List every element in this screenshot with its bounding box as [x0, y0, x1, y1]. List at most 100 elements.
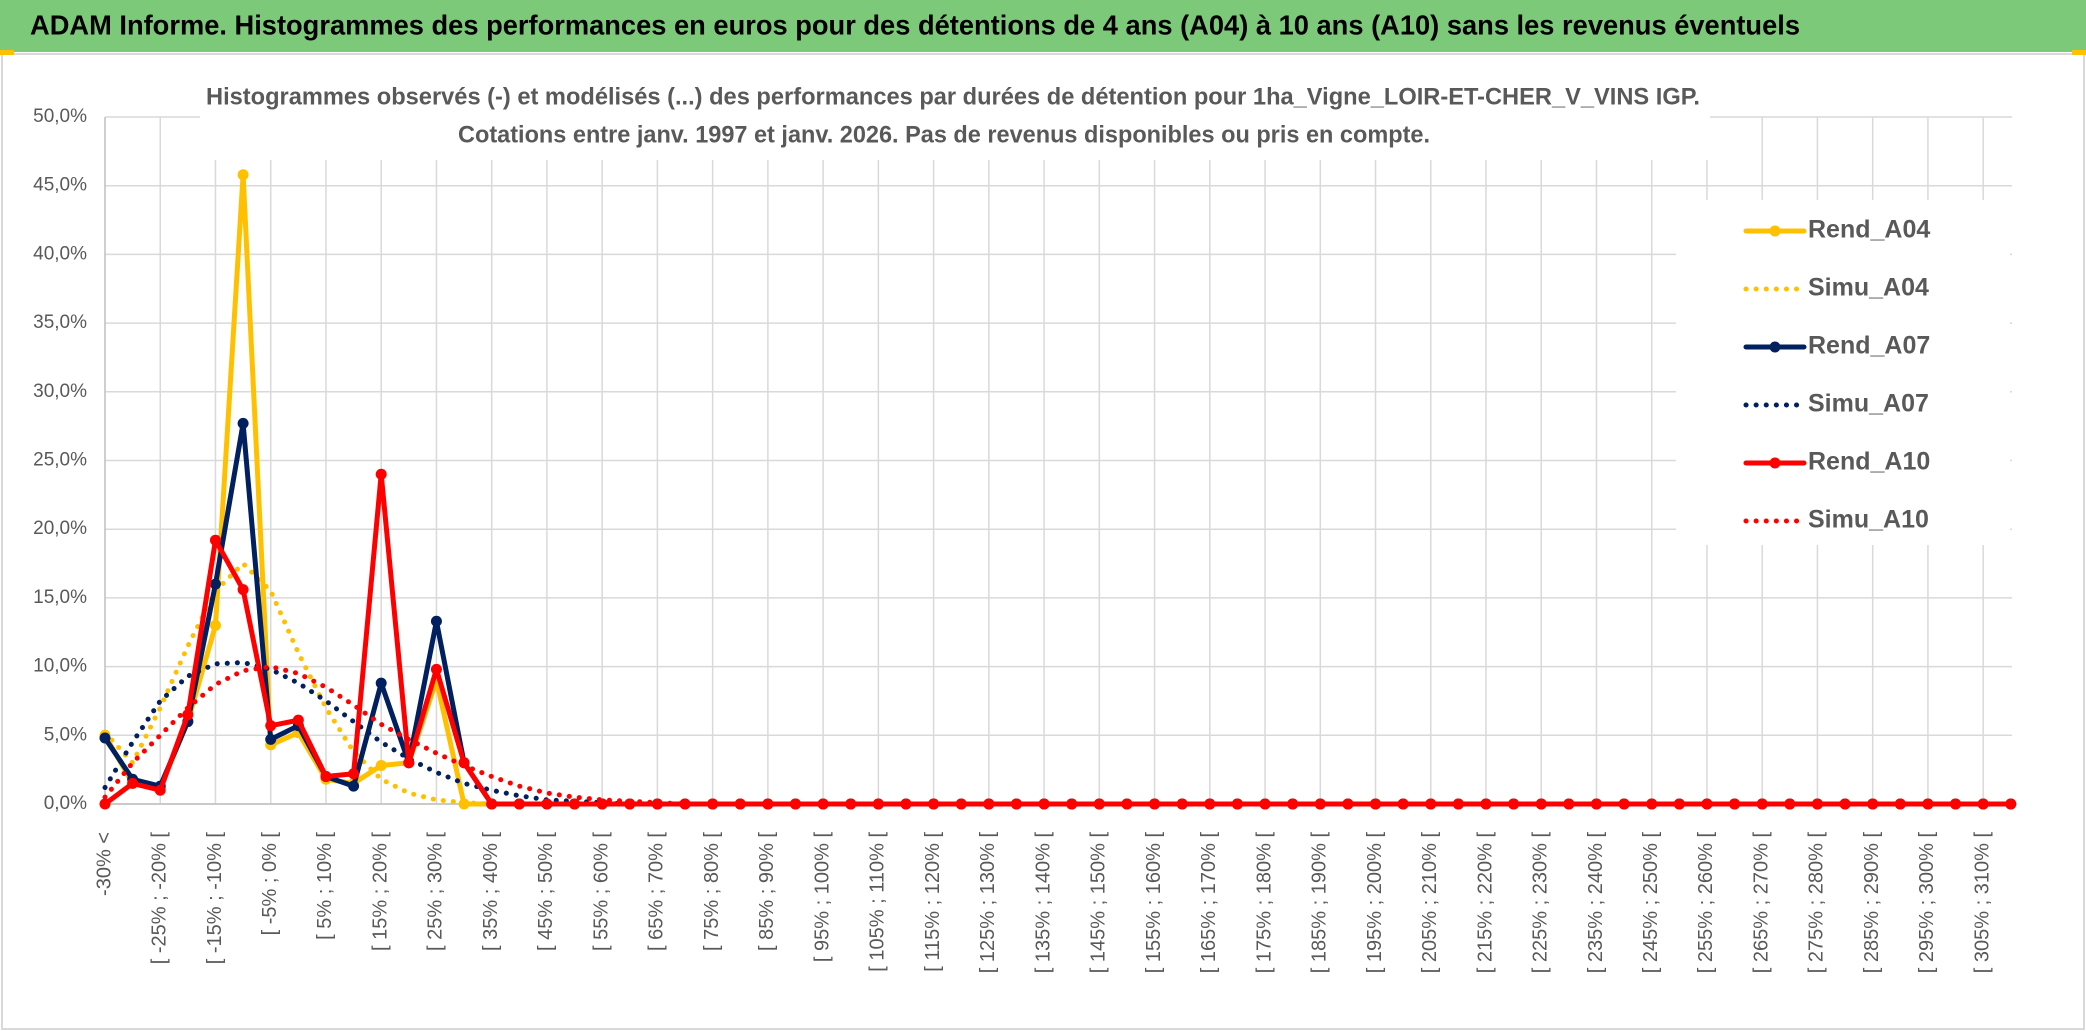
title-box	[200, 78, 1710, 160]
marker	[872, 798, 884, 810]
legend-label: Simu_A10	[1808, 506, 1929, 534]
x-tick-label: [ -15% ; -10% [	[204, 832, 226, 965]
x-tick-label: [ -25% ; -20% [	[149, 832, 171, 965]
y-tick-label: 50,0%	[33, 106, 87, 127]
y-tick-label: 35,0%	[33, 312, 87, 333]
x-tick-label: [ 235% ; 240% [	[1585, 832, 1607, 974]
legend-label: Rend_A10	[1808, 448, 1930, 476]
x-tick-label: [ 85% ; 90% [	[756, 832, 778, 951]
marker	[348, 768, 360, 780]
marker	[1314, 798, 1326, 810]
marker	[375, 468, 387, 480]
marker	[541, 798, 553, 810]
x-tick-label: [ 115% ; 120% [	[922, 832, 944, 972]
x-tick-label: [ 305% ; 310% [	[1971, 832, 1993, 974]
x-tick-label: [ 195% ; 200% [	[1364, 832, 1386, 974]
x-tick-label: -30% <	[93, 832, 115, 896]
marker	[320, 771, 332, 783]
marker	[2005, 798, 2017, 810]
x-tick-label: [ 55% ; 60% [	[590, 832, 612, 951]
y-tick-label: 15,0%	[33, 587, 87, 608]
chart-title: Histogrammes observés (-) et modélisés (…	[206, 83, 1700, 110]
marker	[265, 720, 277, 732]
marker	[154, 784, 166, 796]
legend-label: Rend_A04	[1808, 216, 1930, 244]
title-bar	[0, 0, 2086, 52]
plot: 0,0% 5,0% 10,0% 15,0% 20,0% 25,0% 30,0% 35,0% 40…	[33, 106, 2017, 974]
y-tick-label: 20,0%	[33, 518, 87, 539]
x-tick-label: [ 225% ; 230% [	[1530, 832, 1552, 974]
x-tick-label: [ 245% ; 250% [	[1640, 832, 1662, 974]
legend-label: Simu_A07	[1808, 390, 1929, 418]
x-tick-label: [ 15% ; 20% [	[369, 832, 391, 951]
marker	[209, 578, 221, 590]
marker	[1839, 798, 1851, 810]
corner	[0, 50, 14, 55]
chart-subtitle: Cotations entre janv. 1997 et janv. 2026…	[458, 121, 1430, 148]
x-tick-label: [ 185% ; 190% [	[1309, 832, 1331, 974]
marker	[209, 619, 221, 631]
marker	[265, 733, 277, 745]
series-line	[102, 659, 2014, 807]
x-tick-label: [ 275% ; 280% [	[1806, 832, 1828, 974]
marker	[1176, 798, 1188, 810]
x-tick-label: [ 105% ; 110% [	[867, 832, 889, 972]
marker	[1590, 798, 1602, 810]
x-tick-label: [ 205% ; 210% [	[1419, 832, 1441, 974]
y-tick-label: 10,0%	[33, 656, 87, 677]
marker	[1535, 798, 1547, 810]
x-tick-label: [ 125% ; 130% [	[977, 832, 999, 974]
x-tick-label: [ 285% ; 290% [	[1861, 832, 1883, 974]
marker	[486, 798, 498, 810]
marker	[237, 584, 249, 596]
marker	[375, 760, 387, 772]
x-tick-label: [ 95% ; 100% [	[811, 832, 833, 963]
x-tick-label: [ 215% ; 220% [	[1474, 832, 1496, 974]
marker	[513, 798, 525, 810]
marker	[900, 798, 912, 810]
x-tick-label: [ 45% ; 50% [	[535, 832, 557, 951]
marker	[99, 732, 111, 744]
legend-marker	[1769, 457, 1781, 469]
legend-label: Simu_A04	[1808, 274, 1929, 302]
corner	[2072, 50, 2086, 55]
y-tick-label: 0,0%	[44, 793, 87, 814]
x-tick-label: [ 155% ; 160% [	[1143, 832, 1165, 974]
marker	[430, 615, 442, 627]
x-tick-label: [ 25% ; 30% [	[425, 832, 447, 951]
marker	[762, 798, 774, 810]
marker	[1287, 798, 1299, 810]
x-tick-label: [ 35% ; 40% [	[480, 832, 502, 951]
marker	[1010, 798, 1022, 810]
y-tick-label: 40,0%	[33, 243, 87, 264]
marker	[1618, 798, 1630, 810]
marker	[1508, 798, 1520, 810]
legend: Rend_A04 Simu_A04 Rend_A07 Simu_A07 Rend_A10…	[1676, 200, 2010, 545]
marker	[403, 757, 415, 769]
y-tick-label: 5,0%	[44, 724, 87, 745]
x-tick-label: [ 295% ; 300% [	[1916, 832, 1938, 974]
x-tick-label: [ 175% ; 180% [	[1253, 832, 1275, 974]
marker	[292, 714, 304, 726]
x-tick-label: [ 265% ; 270% [	[1750, 832, 1772, 974]
marker	[1425, 798, 1437, 810]
x-tick-label: [ 75% ; 80% [	[701, 832, 723, 951]
page-title: ADAM Informe. Histogrammes des performan…	[30, 9, 1800, 40]
x-tick-label: [ 135% ; 140% [	[1032, 832, 1054, 974]
legend-marker	[1769, 341, 1781, 353]
legend-box	[1676, 200, 2010, 545]
legend-label: Rend_A07	[1808, 332, 1930, 360]
marker	[569, 798, 581, 810]
marker	[679, 798, 691, 810]
marker	[1701, 798, 1713, 810]
marker	[790, 798, 801, 810]
legend-marker	[1769, 225, 1781, 237]
series-line	[102, 471, 2014, 807]
x-tick-label: [ 165% ; 170% [	[1198, 832, 1220, 974]
marker	[127, 777, 139, 789]
y-tick-label: 30,0%	[33, 381, 87, 402]
marker	[430, 663, 442, 675]
marker	[1922, 798, 1934, 810]
marker	[99, 798, 111, 810]
